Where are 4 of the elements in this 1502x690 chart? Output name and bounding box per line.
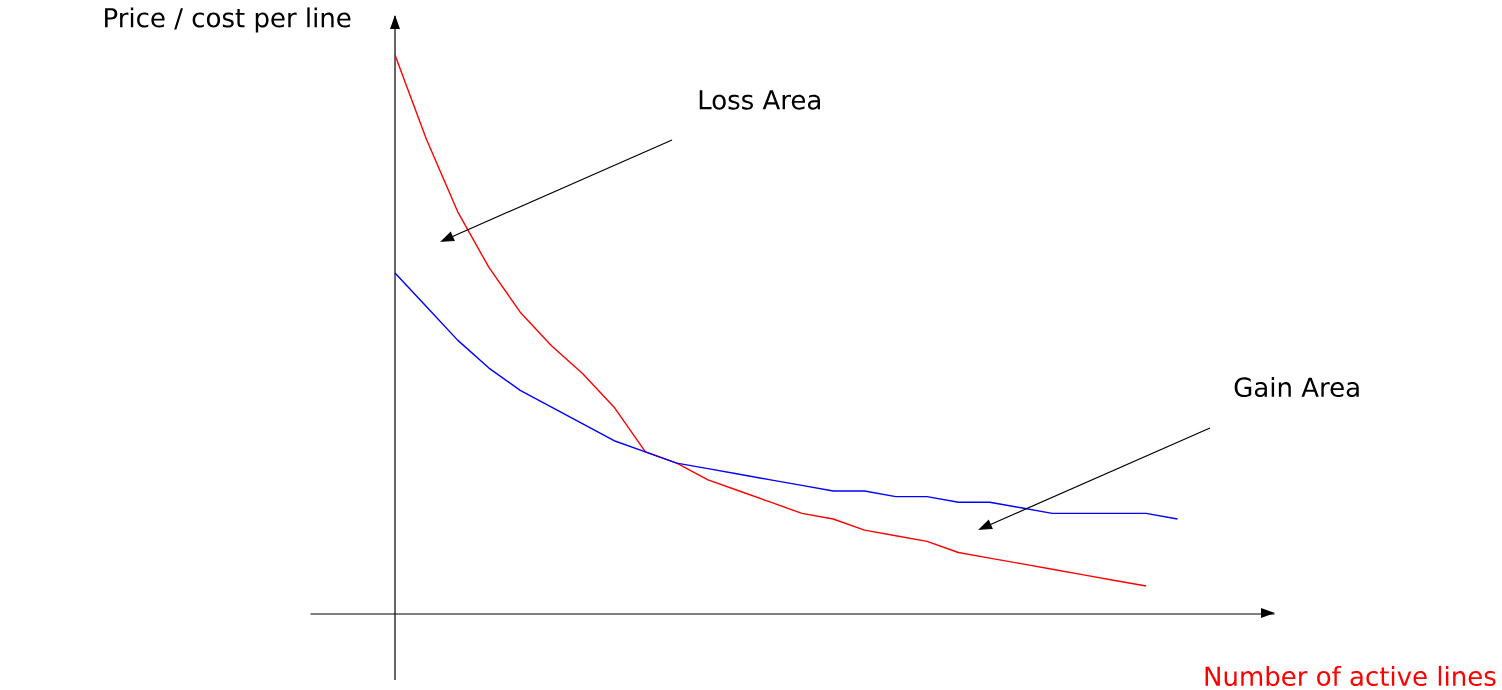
y-axis-title: Price / cost per line [105, 7, 351, 33]
x-axis-title: Number of active lines [1205, 665, 1496, 687]
annotation: Loss Area [699, 90, 820, 110]
text: Gain Area [1234, 376, 1359, 398]
